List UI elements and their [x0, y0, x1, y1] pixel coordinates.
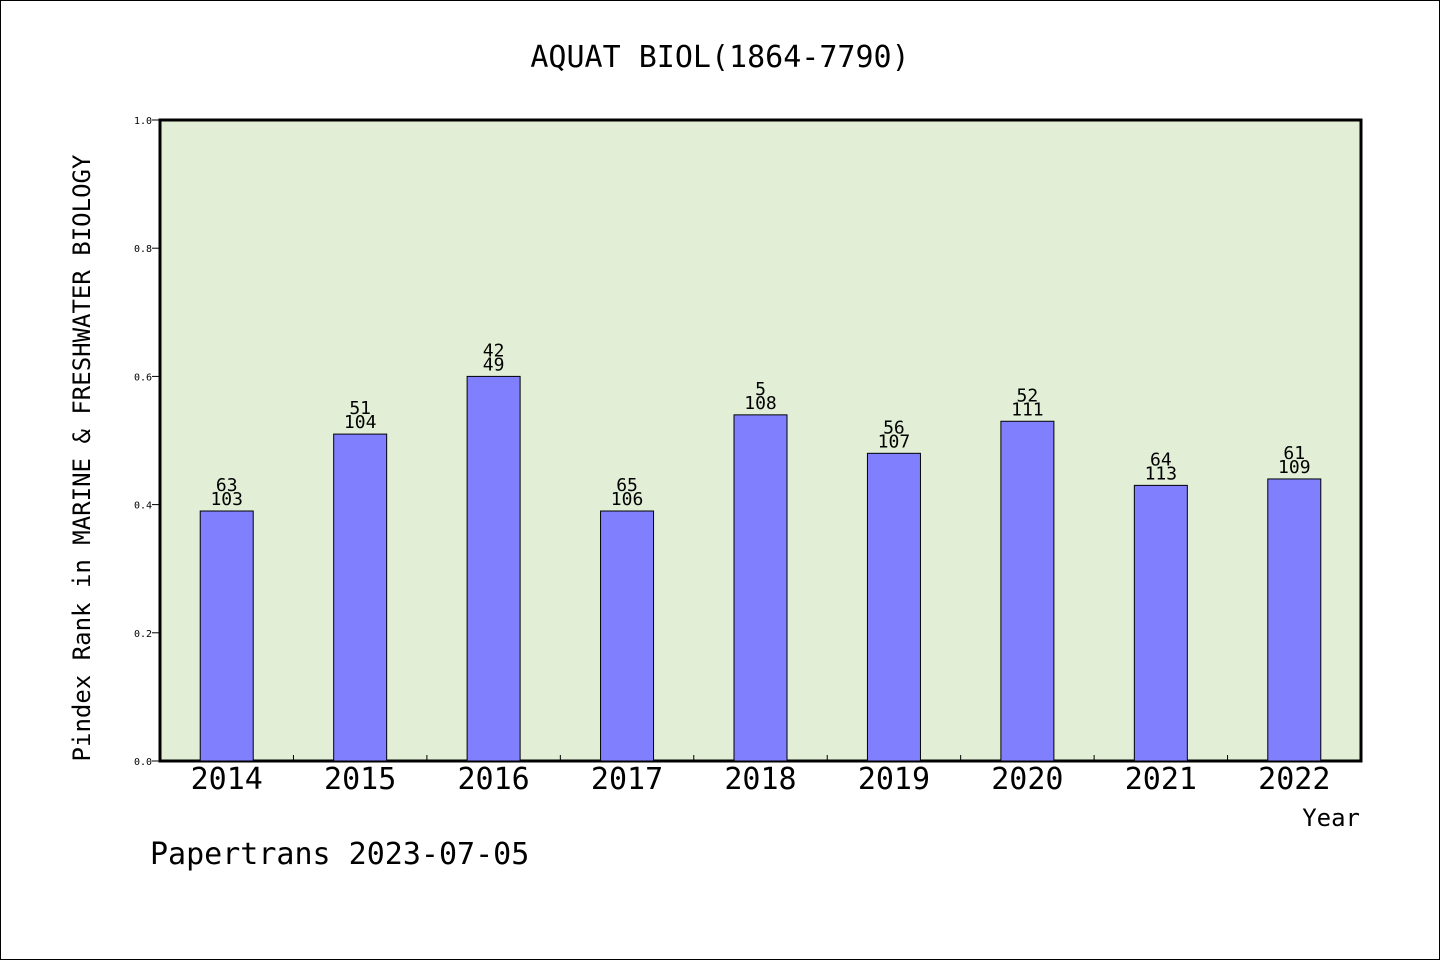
bar-total-label: 109 — [1278, 457, 1311, 478]
bar — [199, 510, 254, 762]
bar — [333, 433, 388, 762]
x-axis-label: Year — [1302, 804, 1360, 832]
chart-title: AQUAT BIOL(1864-7790) — [530, 40, 909, 75]
bar-rank-label: 5 — [755, 379, 766, 400]
bar-rank-label: 42 — [483, 340, 505, 361]
bar-rank-label: 52 — [1017, 385, 1039, 406]
x-tick-label: 2018 — [724, 762, 796, 797]
bar — [1000, 420, 1055, 762]
bar-rank-label: 65 — [616, 475, 638, 496]
y-tick-label: 0.0 — [134, 757, 152, 768]
y-tick-label: 0.2 — [134, 629, 152, 640]
bar-total-label: 113 — [1145, 463, 1178, 484]
bar — [600, 510, 655, 762]
bar — [733, 414, 788, 762]
y-tick-label: 1.0 — [134, 116, 152, 127]
y-tick-label: 0.8 — [134, 244, 152, 255]
x-tick-label: 2015 — [324, 762, 396, 797]
bar-total-label: 107 — [878, 431, 911, 452]
bar-total-label: 104 — [344, 412, 377, 433]
y-axis-label: Pindex Rank in MARINE & FRESHWATER BIOLO… — [68, 154, 96, 761]
bar — [466, 375, 521, 762]
bar-total-label: 49 — [483, 354, 505, 375]
x-tick-label: 2014 — [191, 762, 263, 797]
bar-rank-label: 64 — [1150, 449, 1172, 470]
bar-total-label: 103 — [210, 489, 243, 510]
y-axis: 0.0 0.2 0.4 0.6 0.8 1.0 — [134, 116, 160, 768]
bar — [866, 452, 921, 762]
x-tick-label: 2021 — [1125, 762, 1197, 797]
bar — [1133, 484, 1188, 762]
x-tick-label: 2017 — [591, 762, 663, 797]
bar-rank-label: 56 — [883, 417, 905, 438]
x-tick-label: 2019 — [858, 762, 930, 797]
bar-total-label: 106 — [611, 489, 644, 510]
x-tick-label: 2016 — [457, 762, 529, 797]
y-tick-label: 0.4 — [134, 501, 152, 512]
x-axis: 2014 2015 2016 2017 2018 2019 2020 2021 2022 — [191, 755, 1330, 797]
footer-text: Papertrans 2023-07-05 — [150, 837, 529, 872]
bar-rank-label: 63 — [216, 475, 238, 496]
bar-rank-label: 51 — [349, 398, 371, 419]
bar-total-label: 111 — [1011, 399, 1044, 420]
bar-total-label: 108 — [744, 393, 777, 414]
bar-rank-label: 61 — [1283, 443, 1305, 464]
x-tick-label: 2022 — [1258, 762, 1330, 797]
x-tick-label: 2020 — [991, 762, 1063, 797]
y-tick-label: 0.6 — [134, 372, 152, 383]
bar — [1267, 478, 1322, 762]
